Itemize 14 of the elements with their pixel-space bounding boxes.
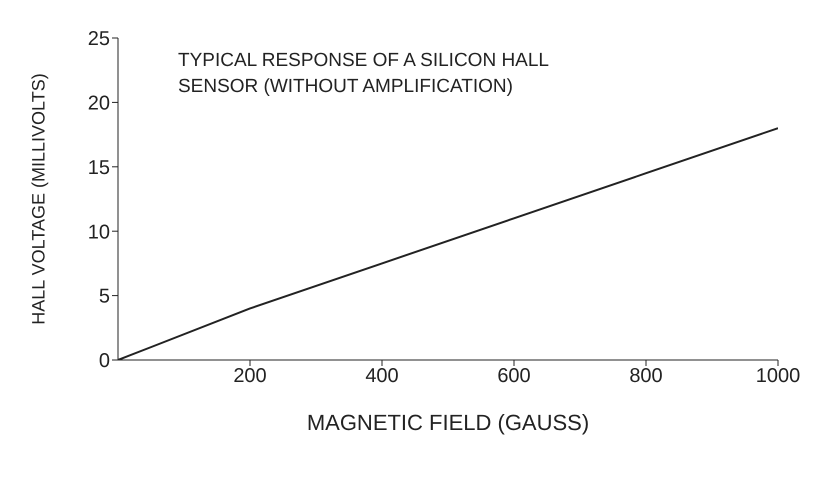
- y-tick-label: 5: [98, 286, 110, 308]
- y-tick-label: 20: [88, 92, 110, 114]
- y-tick-label: 0: [98, 350, 110, 372]
- x-tick-label: 800: [629, 365, 663, 388]
- y-tick-label: 25: [88, 28, 110, 50]
- x-axis-title: MAGNETIC FIELD (GAUSS): [306, 410, 590, 435]
- y-tick-label: 10: [88, 221, 110, 244]
- x-tick-label: 400: [365, 365, 399, 388]
- text: TYPICAL RESPONSE OF A SILICON HALL SENSOR (WITHOUT AMPLIFICATION): [178, 49, 550, 99]
- x-tick-label: 1000: [756, 365, 800, 388]
- y-tick-label: 15: [88, 156, 110, 179]
- y-axis-title: HALL VOLTAGE (MILLIVOLTS): [28, 73, 48, 325]
- x-tick-label: 200: [233, 365, 267, 388]
- x-tick-label: 600: [497, 365, 531, 388]
